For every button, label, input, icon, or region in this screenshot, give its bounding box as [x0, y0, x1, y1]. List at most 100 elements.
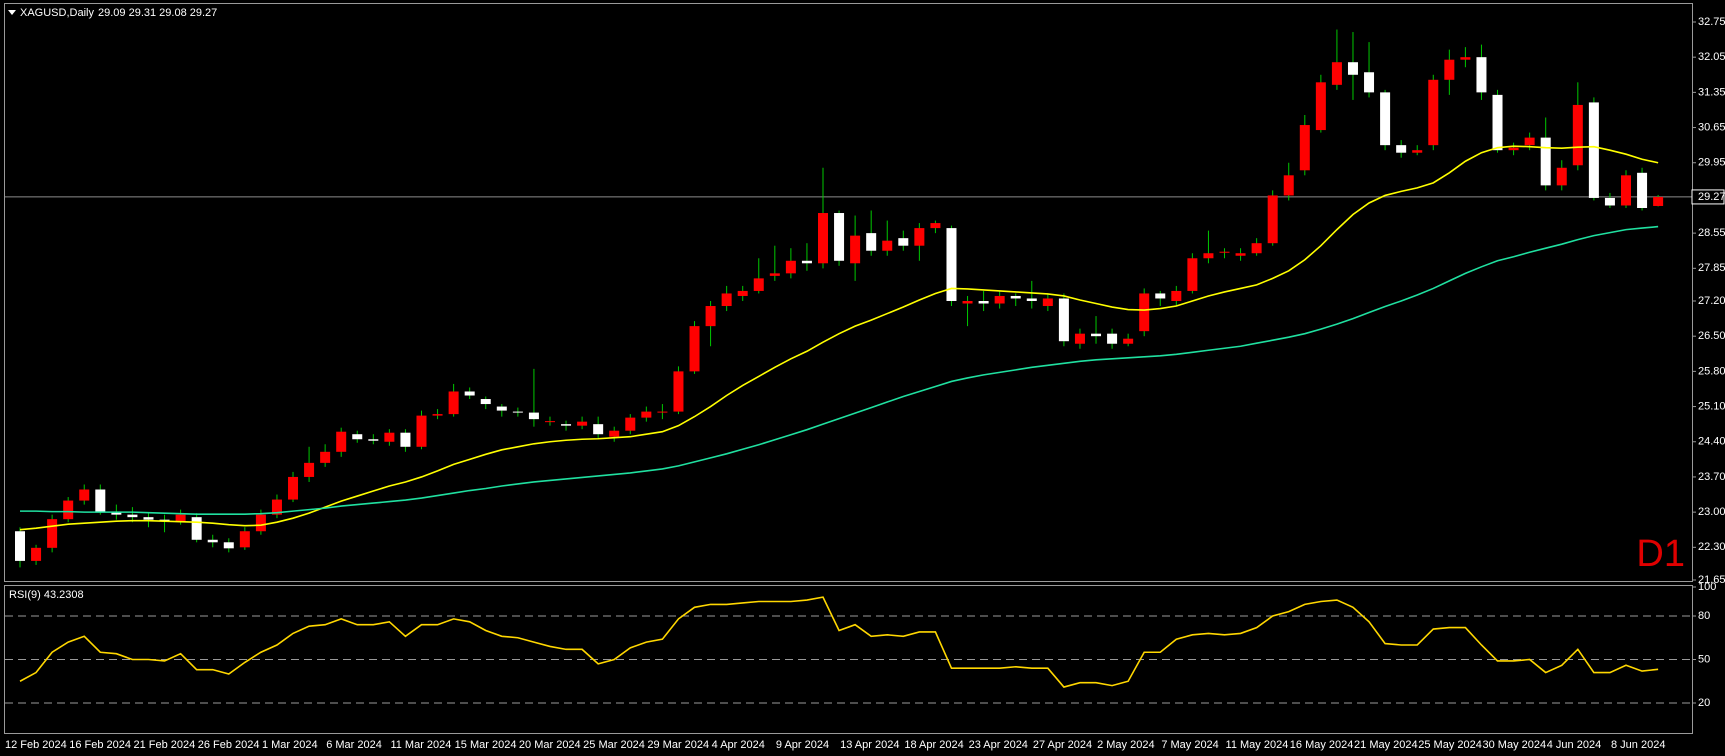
candle-body	[1283, 175, 1294, 196]
candle-body	[1107, 333, 1118, 344]
candle-body	[1010, 295, 1021, 299]
candle-body	[400, 432, 411, 447]
y-tick-label: 32.05	[1698, 51, 1725, 63]
candle-body	[1187, 258, 1198, 291]
candle-body	[95, 489, 106, 513]
candle-body	[1364, 72, 1375, 93]
candle-body	[1476, 57, 1487, 93]
candle-body	[962, 300, 973, 304]
candle-body	[978, 300, 989, 304]
candle-body	[1315, 82, 1326, 131]
y-tick-label: 25.80	[1698, 365, 1725, 377]
current-price-label: 29.27	[1698, 191, 1725, 203]
candle-body	[1444, 59, 1455, 80]
x-tick-label: 21 Feb 2024	[133, 739, 195, 751]
candle-body	[47, 519, 58, 548]
candle-body	[561, 424, 572, 426]
x-tick-label: 4 Apr 2024	[712, 739, 765, 751]
x-tick-label: 29 Mar 2024	[647, 739, 709, 751]
candle-body	[1235, 253, 1246, 256]
candle-body	[753, 278, 764, 291]
candle-body	[207, 539, 218, 543]
candle-body	[63, 500, 74, 520]
y-tick-label: 100	[1698, 581, 1716, 593]
candle-body	[1492, 94, 1503, 151]
y-tick-label: 31.35	[1698, 86, 1725, 98]
candle-body	[1653, 196, 1664, 206]
y-tick-label: 22.30	[1698, 541, 1725, 553]
candle-body	[1299, 125, 1310, 171]
menu-arrow[interactable]	[8, 10, 16, 15]
y-tick-label: 23.00	[1698, 506, 1725, 518]
candle-body	[1621, 175, 1631, 206]
candle-body	[769, 273, 780, 276]
x-tick-label: 2 May 2024	[1097, 739, 1154, 751]
rsi-line	[19, 596, 1659, 688]
candle-body	[528, 412, 539, 420]
x-tick-label: 13 Apr 2024	[840, 739, 899, 751]
candle-body	[304, 462, 315, 477]
candle-body	[320, 451, 331, 463]
candle-body	[544, 421, 555, 423]
candle-body	[1026, 298, 1037, 301]
candle-body	[239, 531, 250, 548]
candle-body	[1396, 145, 1407, 153]
candle-body	[255, 514, 266, 532]
x-tick-label: 6 Mar 2024	[326, 739, 382, 751]
candle-body	[1524, 137, 1535, 146]
candle-body	[850, 235, 861, 264]
x-tick-label: 25 May 2024	[1418, 739, 1482, 751]
candle-body	[432, 414, 443, 416]
x-tick-label: 23 Apr 2024	[969, 739, 1028, 751]
candle-body	[1380, 92, 1391, 146]
candle-body	[416, 415, 427, 447]
y-tick-label: 80	[1698, 610, 1710, 622]
candle-body	[834, 213, 845, 261]
candle-body	[577, 421, 588, 426]
candle-body	[1203, 253, 1214, 259]
candle-body	[882, 240, 893, 251]
candle-body	[448, 391, 459, 415]
candle-body	[1042, 298, 1053, 307]
candle-body	[496, 406, 507, 411]
candle-body	[1251, 243, 1262, 254]
x-tick-label: 7 May 2024	[1161, 739, 1218, 751]
timeframe-label: D1	[1636, 533, 1685, 575]
candle-body	[1637, 172, 1648, 208]
x-tick-label: 1 Mar 2024	[262, 739, 318, 751]
candle-body	[1155, 293, 1166, 299]
candle-body	[609, 430, 620, 437]
candle-body	[641, 411, 652, 418]
y-tick-label: 21.65	[1698, 574, 1725, 586]
candle-body	[946, 228, 957, 301]
candle-body	[1074, 333, 1085, 344]
candle-body	[1428, 79, 1439, 146]
candle-body	[143, 517, 154, 520]
candle-body	[191, 517, 202, 540]
candle-body	[705, 306, 716, 327]
candle-body	[1460, 57, 1471, 60]
candle-body	[930, 223, 941, 229]
y-tick-label: 20	[1698, 697, 1710, 709]
candle-body	[1267, 195, 1278, 244]
candle-body	[111, 512, 122, 515]
y-tick-label: 30.65	[1698, 121, 1725, 133]
candle-body	[1219, 251, 1230, 253]
moving-average-line	[20, 225, 1659, 515]
candle-body	[223, 542, 234, 549]
x-tick-label: 25 Mar 2024	[583, 739, 645, 751]
candle-body	[175, 514, 186, 522]
candle-body	[1139, 293, 1150, 332]
candle-body	[657, 411, 668, 413]
candle-body	[689, 326, 700, 372]
current-price-box	[1691, 189, 1725, 205]
candle-body	[127, 514, 138, 518]
candle-body	[1540, 137, 1551, 186]
candle-body	[79, 489, 90, 501]
candle-body	[15, 531, 25, 561]
y-tick-label: 25.10	[1698, 400, 1725, 412]
x-tick-label: 9 Apr 2024	[776, 739, 829, 751]
x-tick-label: 15 Mar 2024	[455, 739, 517, 751]
y-tick-label: 27.85	[1698, 262, 1725, 274]
